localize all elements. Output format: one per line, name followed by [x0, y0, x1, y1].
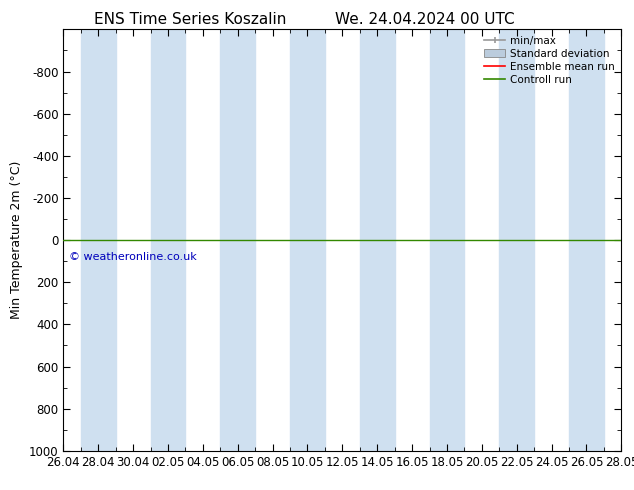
Bar	[429, 29, 464, 451]
Bar	[569, 29, 604, 451]
Text: We. 24.04.2024 00 UTC: We. 24.04.2024 00 UTC	[335, 12, 515, 27]
Text: © weatheronline.co.uk: © weatheronline.co.uk	[68, 252, 197, 262]
Bar	[150, 29, 185, 451]
Bar	[500, 29, 534, 451]
Text: ENS Time Series Koszalin: ENS Time Series Koszalin	[94, 12, 287, 27]
Y-axis label: Min Temperature 2m (°C): Min Temperature 2m (°C)	[10, 161, 23, 319]
Bar	[221, 29, 255, 451]
Bar	[81, 29, 116, 451]
Bar	[290, 29, 325, 451]
Bar	[359, 29, 394, 451]
Legend: min/max, Standard deviation, Ensemble mean run, Controll run: min/max, Standard deviation, Ensemble me…	[480, 31, 619, 89]
